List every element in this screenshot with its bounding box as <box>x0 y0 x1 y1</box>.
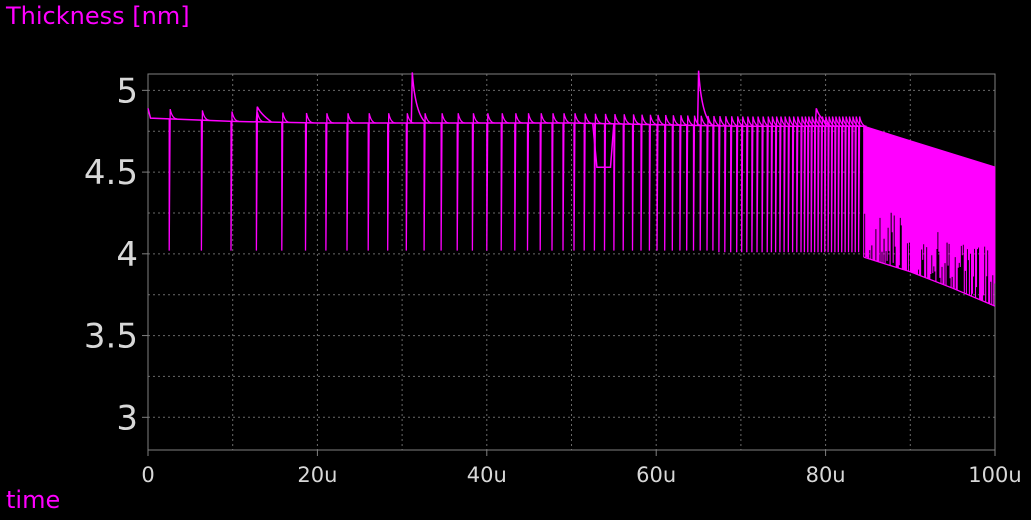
spike-down <box>847 116 857 253</box>
x-tick-label: 0 <box>141 463 154 487</box>
spike-down <box>200 110 210 251</box>
spike-down <box>803 116 813 253</box>
spike-down <box>583 113 593 251</box>
spike-down <box>325 113 334 251</box>
y-tick-label: 4 <box>116 235 138 275</box>
data-series-thickness <box>147 70 996 307</box>
y-tick-label: 5 <box>116 71 138 111</box>
spike-down <box>800 116 810 253</box>
series-lower-envelope <box>863 256 996 307</box>
spike-down <box>679 115 688 251</box>
spike-down <box>405 113 415 251</box>
spike-down <box>736 116 745 253</box>
spike-down <box>746 116 755 253</box>
spike-down <box>255 111 265 251</box>
spike-down <box>796 116 805 253</box>
spike-down <box>854 116 864 253</box>
spike-down <box>593 113 603 251</box>
spike-down <box>834 116 843 253</box>
spike-up <box>255 106 272 123</box>
series-dense-oscillation <box>863 126 996 306</box>
grid-lines <box>148 74 995 450</box>
spike-down <box>779 116 788 253</box>
spike-down <box>774 116 784 253</box>
x-tick-label: 40u <box>467 463 507 487</box>
spike-down <box>851 116 860 253</box>
spike-down <box>622 114 632 251</box>
spike-down <box>562 113 572 251</box>
spike-down <box>648 114 658 251</box>
spike-down <box>817 116 827 253</box>
x-axis-label: time <box>6 486 61 514</box>
spike-down <box>827 116 837 253</box>
spike-down <box>830 116 840 253</box>
spike-down <box>791 116 801 253</box>
spike-down <box>787 116 797 253</box>
spike-down <box>741 116 750 253</box>
spike-down <box>367 113 377 251</box>
spike-down <box>844 116 854 253</box>
spike-down <box>783 116 793 253</box>
series-dip <box>591 122 615 168</box>
spike-down <box>168 108 178 251</box>
x-tick-label: 80u <box>806 463 846 487</box>
x-tick-label: 20u <box>297 463 337 487</box>
spike-down <box>514 113 523 251</box>
x-tick-label: 100u <box>968 463 1021 487</box>
spike-down <box>486 113 495 251</box>
spike-down <box>603 113 613 251</box>
spike-down <box>671 115 681 251</box>
y-tick-label: 4.5 <box>84 153 138 193</box>
spike-down <box>761 116 771 253</box>
spike-down <box>631 114 641 251</box>
spike-down <box>526 113 536 251</box>
spike-down <box>230 111 240 251</box>
spike-down <box>423 113 433 251</box>
spike-down <box>281 112 290 251</box>
spike-down <box>500 113 510 251</box>
spike-down <box>699 115 709 251</box>
spike-down <box>770 116 780 253</box>
spike-down <box>440 113 450 251</box>
spike-down <box>539 113 549 251</box>
spike-down <box>551 113 561 251</box>
spike-down <box>664 114 673 251</box>
spike-down <box>456 113 466 251</box>
spike-down <box>841 116 850 253</box>
y-tick-label: 3 <box>116 398 138 438</box>
spike-up <box>814 108 831 127</box>
spike-down <box>346 113 356 251</box>
spike-down <box>756 116 766 253</box>
spike-up <box>696 70 714 127</box>
spike-down <box>824 116 833 253</box>
spike-down <box>656 114 666 251</box>
y-axis-label: Thickness [nm] <box>6 2 190 30</box>
spike-down <box>686 115 695 251</box>
spike-down <box>304 112 314 251</box>
spike-down <box>751 116 760 253</box>
spike-down <box>573 113 583 251</box>
spike-down <box>857 116 867 253</box>
spike-down <box>387 113 396 251</box>
y-tick-label: 3.5 <box>84 317 138 357</box>
spike-down <box>766 116 776 253</box>
x-tick-label: 60u <box>636 463 676 487</box>
spike-down <box>810 116 820 253</box>
spike-down <box>471 113 481 251</box>
spike-down <box>613 113 622 251</box>
axis-ticks: 3 3.5 4 4.5 5 0 20u 40u 60u 80u 100u <box>84 71 1022 487</box>
spike-up <box>410 72 427 124</box>
spike-down <box>692 115 702 251</box>
spike-down <box>820 116 830 253</box>
spike-down <box>837 116 847 253</box>
spike-down <box>640 114 650 251</box>
